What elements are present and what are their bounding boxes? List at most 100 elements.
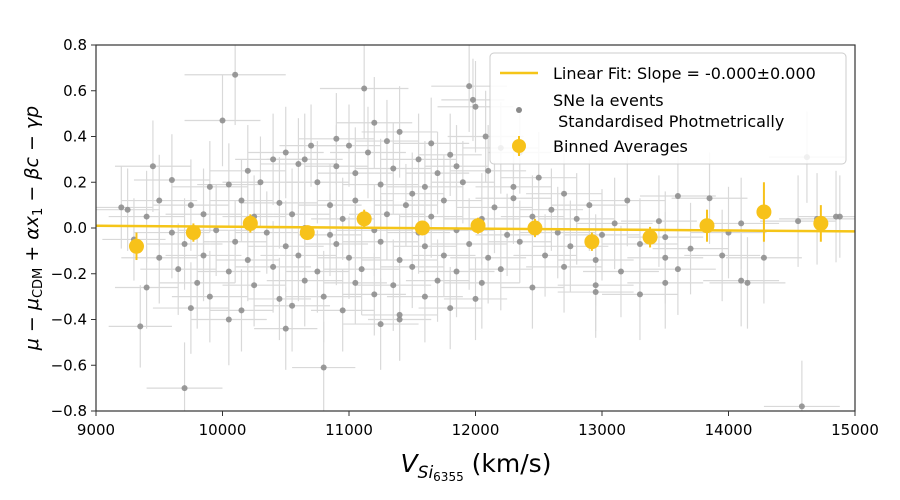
event-point [270,156,277,163]
event-point [409,190,416,197]
event-point [156,197,163,204]
event-point [472,295,479,302]
event-point [327,231,334,238]
event-point [624,197,631,204]
y-tick-label: −0.2 [51,265,87,283]
event-point [314,179,321,186]
y-tick-label: 0.2 [63,173,87,191]
event-point [301,156,308,163]
binned-point [356,211,372,227]
event-point [548,206,555,213]
event-point [662,254,669,261]
binned-point [756,204,772,220]
event-point [491,204,498,211]
plot-area [95,45,856,411]
event-point [510,195,517,202]
event-point [225,268,232,275]
event-point [466,83,473,90]
binned-point [813,215,829,231]
event-point [472,103,479,110]
event-point [238,197,245,204]
x-tick-label: 9000 [77,421,115,439]
event-point [364,149,371,156]
event-point [396,311,403,318]
event-point [143,284,150,291]
y-tick-label: −0.8 [51,402,87,420]
event-point [333,241,340,248]
event-point [687,245,694,252]
event-point [836,213,843,220]
event-point [592,257,599,264]
event-point [213,227,220,234]
event-point [282,149,289,156]
event-point [402,202,409,209]
event-point [554,229,561,236]
event-point [586,202,593,209]
y-tick-label: −0.6 [51,356,87,374]
event-point [263,229,270,236]
x-axis-ticks: 9000 10000 11000 12000 13000 14000 15000 [77,411,879,439]
binned-point [584,234,600,250]
event-point [390,282,397,289]
event-point [510,183,517,190]
event-point [181,385,188,392]
legend-events-label: SNe Ia events [553,91,664,110]
event-point [225,316,232,323]
event-point [738,277,745,284]
event-point [282,243,289,250]
event-point [206,183,213,190]
event-point [719,252,726,259]
event-point [459,179,466,186]
legend-binned-swatch [512,139,526,153]
event-point [396,316,403,323]
event-point [232,71,239,78]
y-axis-ticks: −0.8 −0.6 −0.4 −0.2 0.0 0.2 0.4 0.6 0.8 [51,36,96,420]
event-point [592,282,599,289]
event-point [156,254,163,261]
event-point [529,284,536,291]
y-tick-label: 0.8 [63,36,87,54]
event-point [674,192,681,199]
event-point [314,268,321,275]
legend-box [489,52,847,165]
event-point [352,197,359,204]
y-axis-title: μ − μCDM + αx1 − βc − γp [21,106,46,351]
event-point [371,291,378,298]
event-point [573,215,580,222]
legend-events-swatch [516,107,522,113]
event-point [466,241,473,248]
event-point [377,321,384,328]
binned-point [128,238,144,254]
event-point [421,183,428,190]
event-point [485,254,492,261]
event-point [175,266,182,273]
event-point [232,238,239,245]
event-point [187,202,194,209]
event-point [497,266,504,273]
event-point [244,257,251,264]
binned-point [527,220,543,236]
binned-averages [128,182,829,261]
event-point [270,263,277,270]
event-point [187,305,194,312]
event-point [276,199,283,206]
y-tick-label: 0.0 [63,219,87,237]
x-tick-label: 12000 [452,421,500,439]
event-point [361,85,368,92]
event-point [592,289,599,296]
event-point [535,174,542,181]
event-point [390,165,397,172]
legend: Linear Fit: Slope = -0.000±0.000 SNe Ia … [489,52,847,165]
binned-point [299,225,315,241]
event-point [662,279,669,286]
event-point [346,254,352,261]
event-point [244,167,251,174]
binned-point [185,225,201,241]
event-point [206,293,213,300]
event-point [415,156,422,163]
event-point [434,170,441,177]
event-point [327,202,334,209]
event-point [516,238,523,245]
event-point [561,263,568,270]
event-point [238,307,245,314]
